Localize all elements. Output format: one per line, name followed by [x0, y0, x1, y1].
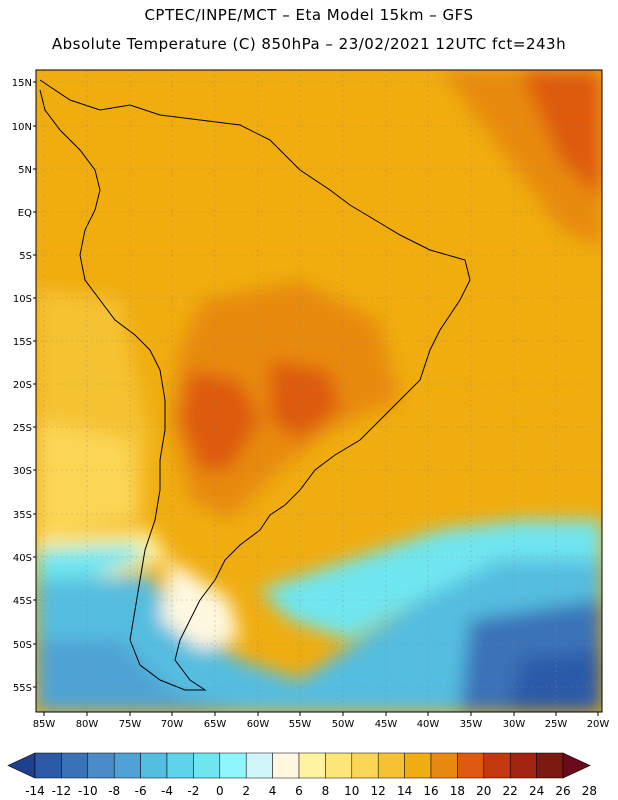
title-line-1: CPTEC/INPE/MCT – Eta Model 15km – GFS — [144, 6, 474, 24]
colorbar-tick-label: 16 — [423, 784, 438, 798]
lat-label: 10S — [13, 294, 32, 305]
colorbar-tick-label: -2 — [187, 784, 199, 798]
lat-label: 15N — [12, 78, 32, 89]
colorbar-swatch — [298, 752, 326, 779]
field-sw-blue — [36, 640, 240, 712]
colorbar-tick-label: 26 — [555, 784, 570, 798]
lon-label: 30W — [503, 719, 526, 730]
colorbar-tick-label: 18 — [450, 784, 465, 798]
lat-label: 35S — [13, 510, 32, 521]
colorbar-tick-label: 0 — [216, 784, 224, 798]
lon-label: 80W — [76, 719, 99, 730]
title-line-2: Absolute Temperature (C) 850hPa – 23/02/… — [51, 35, 567, 53]
field-warm-north — [36, 70, 602, 420]
lat-label: 10N — [12, 122, 32, 133]
field-brazil-hot — [270, 360, 340, 440]
lat-label: 45S — [13, 596, 32, 607]
lat-label: 50S — [13, 640, 32, 651]
lat-label: 5N — [18, 165, 32, 176]
field-patagonia — [160, 560, 240, 650]
lon-label: 45W — [375, 719, 398, 730]
colorbar-swatch — [536, 752, 564, 779]
lon-label: 85W — [33, 719, 56, 730]
lon-label: 35W — [460, 719, 483, 730]
colorbar-tick-label: 24 — [529, 784, 544, 798]
colorbar-tick-label: 8 — [322, 784, 330, 798]
lat-label: 55S — [13, 683, 32, 694]
colorbar-tick-label: 14 — [397, 784, 412, 798]
colorbar-tick-label: -12 — [52, 784, 72, 798]
colorbar-tick-label: 4 — [269, 784, 277, 798]
colorbar-swatch — [34, 752, 62, 779]
temperature-field — [36, 70, 602, 712]
colorbar-swatch — [219, 752, 247, 779]
colorbar-tick-label: 28 — [582, 784, 597, 798]
colorbar-tick-label: -4 — [161, 784, 173, 798]
colorbar-swatch — [457, 752, 485, 779]
colorbar-tick-label: 6 — [295, 784, 303, 798]
graticule — [36, 70, 602, 712]
colorbar-high-arrow — [562, 752, 591, 779]
colorbar: -14 -12 -10 -8 -6 -4 -2 0 2 4 6 8 10 12 14 16 18 20 22 24 26… — [7, 752, 597, 798]
lat-label: 40S — [13, 553, 32, 564]
lat-label: 15S — [13, 337, 32, 348]
lon-label: 70W — [161, 719, 184, 730]
latitude-labels: 15N 10N 5N EQ 5S 10S 15S 20S 25S 30S 35S 40S 45S 50S 5… — [12, 78, 36, 694]
colorbar-swatch — [509, 752, 537, 779]
field-south-blue — [36, 540, 602, 712]
field-ne-hotter — [520, 70, 602, 200]
lon-label: 20W — [587, 719, 610, 730]
colorbar-swatch — [483, 752, 511, 779]
colorbar-tick-label: 20 — [476, 784, 491, 798]
colorbar-swatch — [325, 752, 353, 779]
colorbar-swatch — [272, 752, 300, 779]
colorbar-swatch — [430, 752, 458, 779]
colorbar-swatch — [166, 752, 194, 779]
field-pacific-cool — [36, 420, 140, 540]
lat-label: 20S — [13, 380, 32, 391]
colorbar-swatch — [140, 752, 168, 779]
lon-label: 60W — [247, 719, 270, 730]
colorbar-tick-label: -6 — [135, 784, 147, 798]
lat-label: 25S — [13, 423, 32, 434]
colorbar-swatch — [61, 752, 89, 779]
colorbar-tick-label: 2 — [242, 784, 250, 798]
lon-label: 40W — [417, 719, 440, 730]
field-chaco-hot — [180, 370, 260, 470]
lat-label: 30S — [13, 466, 32, 477]
colorbar-low-arrow — [7, 752, 36, 779]
map-frame — [35, 69, 603, 713]
colorbar-swatch — [245, 752, 273, 779]
lon-label: 75W — [119, 719, 142, 730]
colorbar-tick-label: -14 — [25, 784, 45, 798]
lon-label: 25W — [545, 719, 568, 730]
colorbar-tick-label: 10 — [344, 784, 359, 798]
colorbar-swatch — [377, 752, 405, 779]
lon-label: 55W — [289, 719, 312, 730]
colorbar-swatch — [404, 752, 432, 779]
longitude-labels: 85W 80W 75W 70W 65W 60W 55W 50W 45W 40W 35W 30W 25W 2… — [33, 712, 610, 730]
colorbar-swatch — [193, 752, 221, 779]
lat-label: 5S — [19, 251, 32, 262]
colorbar-tick-label: -8 — [108, 784, 120, 798]
colorbar-tick-label: 22 — [503, 784, 518, 798]
colorbar-swatch — [87, 752, 115, 779]
lon-label: 50W — [332, 719, 355, 730]
field-atlantic-cyan — [260, 520, 602, 640]
lon-label: 65W — [204, 719, 227, 730]
colorbar-tick-label: 12 — [371, 784, 386, 798]
lat-label: EQ — [18, 208, 32, 219]
colorbar-swatch — [351, 752, 379, 779]
colorbar-tick-label: -10 — [78, 784, 98, 798]
colorbar-swatch — [113, 752, 141, 779]
coastline-south-america — [39, 79, 471, 691]
